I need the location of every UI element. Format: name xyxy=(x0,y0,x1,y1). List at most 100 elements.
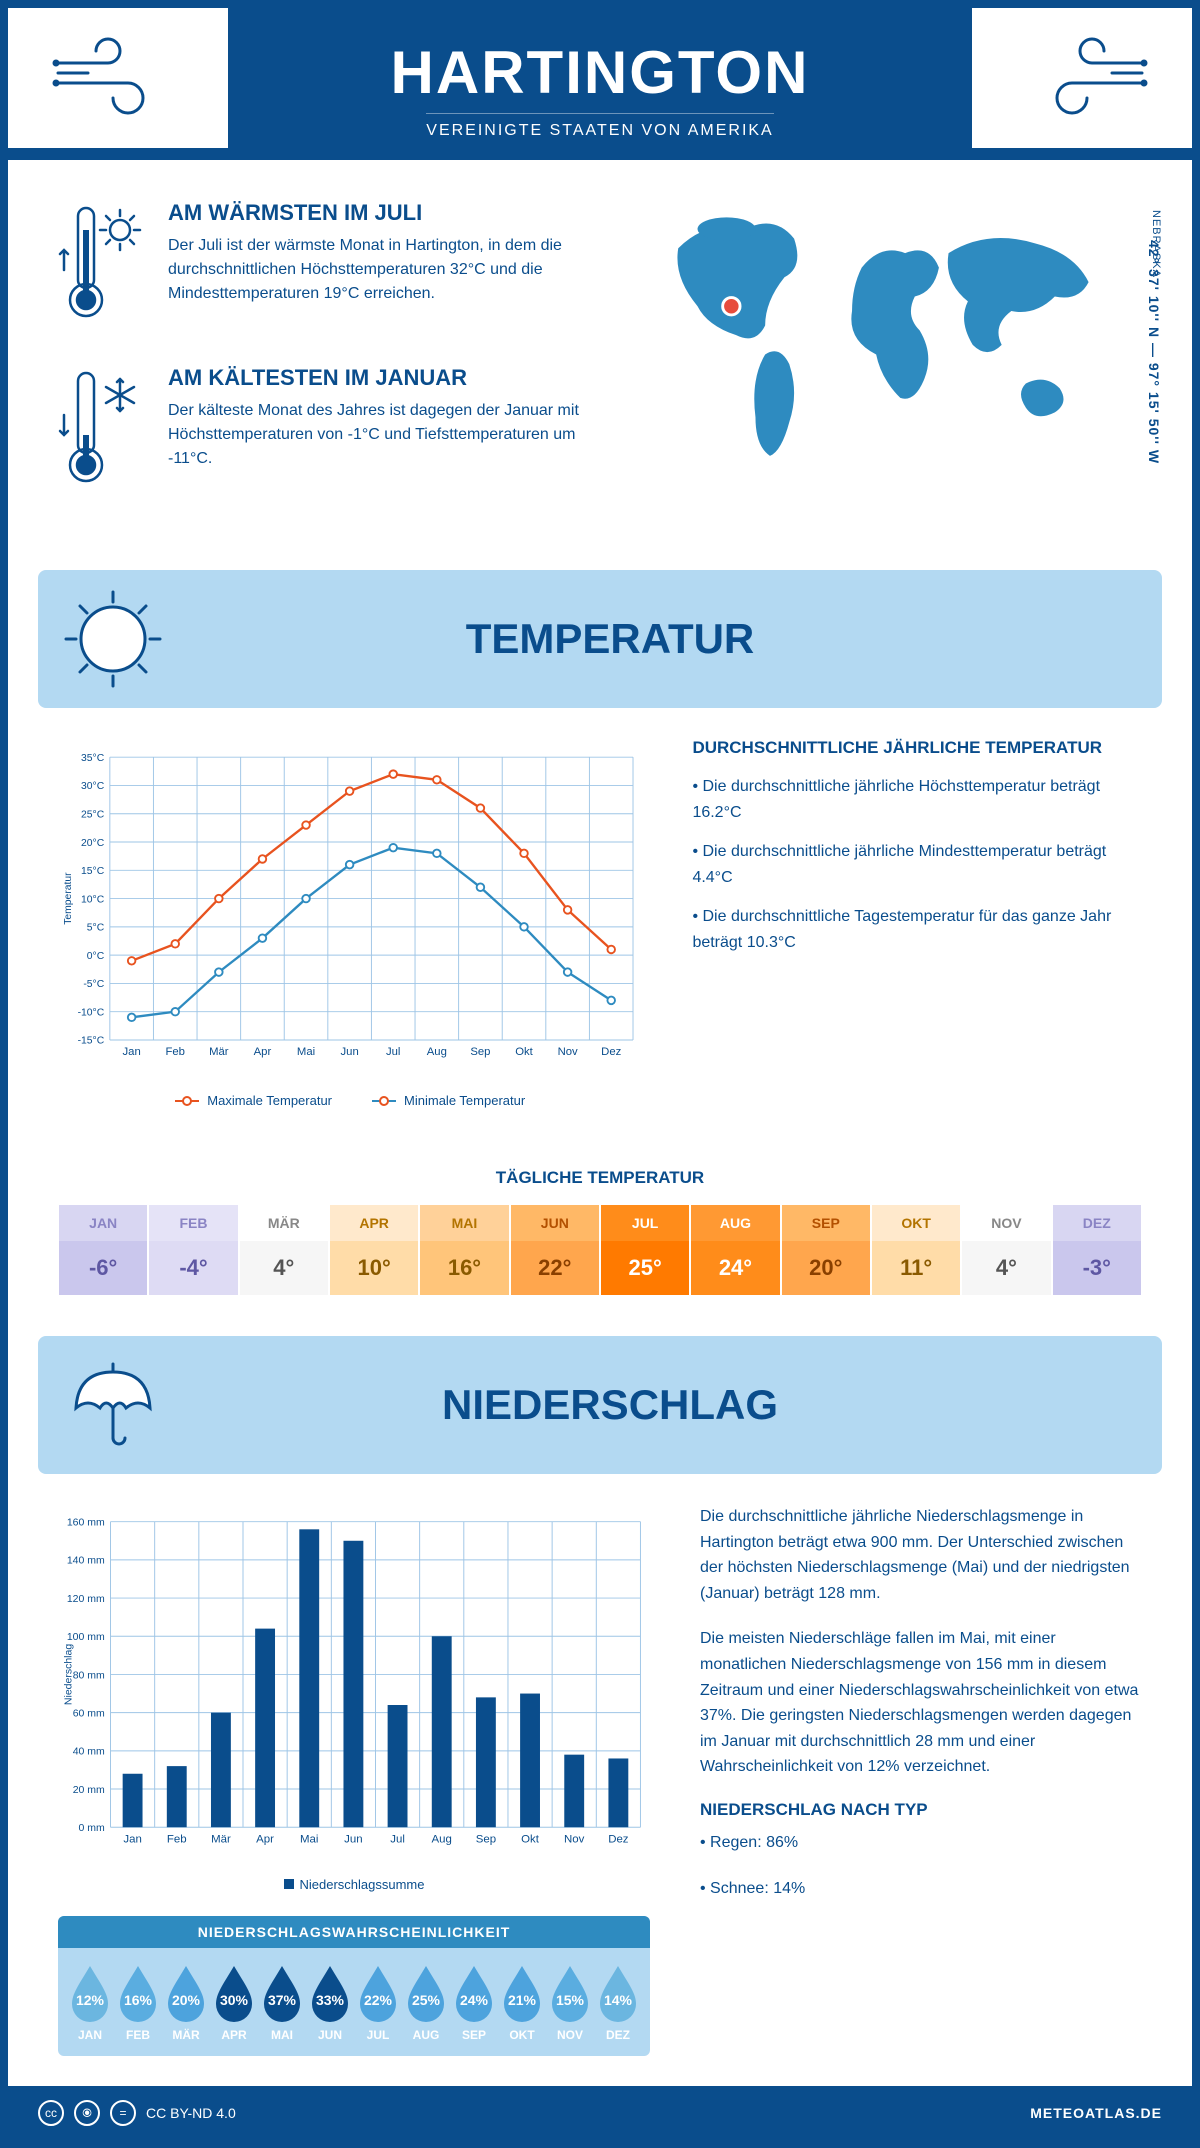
svg-text:Jan: Jan xyxy=(123,1046,141,1058)
precip-heading: NIEDERSCHLAG xyxy=(198,1381,1132,1429)
prob-drop: 22% JUL xyxy=(354,1962,402,2042)
wind-icon-right xyxy=(1012,28,1152,128)
daily-temp-title: TÄGLICHE TEMPERATUR xyxy=(8,1168,1192,1188)
svg-text:Jun: Jun xyxy=(344,1834,362,1846)
precip-bar-chart: 0 mm 20 mm 40 mm 60 mm 80 mm 100 mm 120 mm 140 … xyxy=(58,1504,650,1864)
prob-drop: 33% JUN xyxy=(306,1962,354,2042)
svg-text:Okt: Okt xyxy=(515,1046,533,1058)
precip-banner: NIEDERSCHLAG xyxy=(38,1336,1162,1474)
temperature-heading: TEMPERATUR xyxy=(198,615,1132,663)
precip-bytype-title: NIEDERSCHLAG NACH TYP xyxy=(700,1800,1142,1820)
prob-drop: 24% SEP xyxy=(450,1962,498,2042)
prob-drop: 30% APR xyxy=(210,1962,258,2042)
temperature-banner: TEMPERATUR xyxy=(38,570,1162,708)
svg-text:160 mm: 160 mm xyxy=(67,1516,105,1528)
temperature-text: DURCHSCHNITTLICHE JÄHRLICHE TEMPERATUR •… xyxy=(692,738,1142,1108)
svg-text:Nov: Nov xyxy=(558,1046,578,1058)
thermometer-cold-icon xyxy=(58,365,148,500)
footer: cc 🞊 = CC BY-ND 4.0 METEOATLAS.DE xyxy=(8,2086,1192,2140)
svg-text:100 mm: 100 mm xyxy=(67,1631,105,1643)
temp-bullet-0: • Die durchschnittliche jährliche Höchst… xyxy=(692,774,1142,825)
daily-cell: JUL 25° xyxy=(600,1204,690,1296)
umbrella-icon xyxy=(58,1350,168,1460)
svg-text:0°C: 0°C xyxy=(87,951,105,962)
prob-drop: 15% NOV xyxy=(546,1962,594,2042)
daily-temp-grid: JAN -6° FEB -4° MÄR 4° APR 10° MAI 16° J… xyxy=(58,1204,1142,1296)
location-marker xyxy=(723,298,740,315)
header: HARTINGTON VEREINIGTE STAATEN VON AMERIK… xyxy=(8,8,1192,160)
svg-text:5°C: 5°C xyxy=(87,923,105,934)
thermometer-hot-icon xyxy=(58,200,148,335)
coldest-text: Der kälteste Monat des Jahres ist dagege… xyxy=(168,399,580,471)
page-subtitle: VEREINIGTE STAATEN VON AMERIKA xyxy=(426,113,773,140)
temperature-text-title: DURCHSCHNITTLICHE JÄHRLICHE TEMPERATUR xyxy=(692,738,1142,758)
precip-text: Die durchschnittliche jährliche Niedersc… xyxy=(700,1504,1142,2056)
svg-text:-15°C: -15°C xyxy=(78,1036,105,1047)
svg-text:Niederschlag: Niederschlag xyxy=(62,1644,74,1705)
sun-icon xyxy=(58,584,168,694)
svg-text:-5°C: -5°C xyxy=(83,979,104,990)
svg-text:Dez: Dez xyxy=(601,1046,621,1058)
svg-text:Mai: Mai xyxy=(300,1834,318,1846)
svg-text:30°C: 30°C xyxy=(81,781,105,792)
license-text: CC BY-ND 4.0 xyxy=(146,2105,236,2121)
svg-text:140 mm: 140 mm xyxy=(67,1555,105,1567)
intro-section: AM WÄRMSTEN IM JULI Der Juli ist der wär… xyxy=(8,160,1192,560)
svg-text:Jul: Jul xyxy=(390,1834,405,1846)
svg-text:10°C: 10°C xyxy=(81,894,105,905)
daily-cell: OKT 11° xyxy=(871,1204,961,1296)
wind-icon-left xyxy=(48,28,188,128)
prob-drop: 16% FEB xyxy=(114,1962,162,2042)
svg-text:Mai: Mai xyxy=(297,1046,315,1058)
daily-cell: MAI 16° xyxy=(419,1204,509,1296)
prob-title: NIEDERSCHLAGSWAHRSCHEINLICHKEIT xyxy=(58,1916,650,1948)
bar-chart-legend: Niederschlagssumme xyxy=(58,1877,650,1892)
prob-drop: 37% MAI xyxy=(258,1962,306,2042)
svg-text:Feb: Feb xyxy=(166,1046,185,1058)
temp-bullet-1: • Die durchschnittliche jährliche Mindes… xyxy=(692,839,1142,890)
svg-text:Jan: Jan xyxy=(123,1834,141,1846)
svg-text:120 mm: 120 mm xyxy=(67,1593,105,1605)
prob-drop: 25% AUG xyxy=(402,1962,450,2042)
temperature-chart: -15°C -10°C -5°C 0°C 5°C 10°C 15°C 20°C 25°C 30°C… xyxy=(58,738,642,1108)
hottest-text: Der Juli ist der wärmste Monat in Hartin… xyxy=(168,234,580,306)
precip-bytype-1: • Schnee: 14% xyxy=(700,1876,1142,1902)
daily-cell: NOV 4° xyxy=(961,1204,1051,1296)
svg-text:-10°C: -10°C xyxy=(78,1007,105,1018)
svg-text:20°C: 20°C xyxy=(81,838,105,849)
svg-text:Sep: Sep xyxy=(470,1046,490,1058)
precip-text-1: Die durchschnittliche jährliche Niedersc… xyxy=(700,1504,1142,1606)
daily-cell: MÄR 4° xyxy=(239,1204,329,1296)
site-name: METEOATLAS.DE xyxy=(1030,2105,1162,2121)
daily-cell: SEP 20° xyxy=(781,1204,871,1296)
by-icon: 🞊 xyxy=(74,2100,100,2126)
svg-text:15°C: 15°C xyxy=(81,866,105,877)
svg-text:Aug: Aug xyxy=(432,1834,452,1846)
svg-text:35°C: 35°C xyxy=(81,753,105,764)
hottest-title: AM WÄRMSTEN IM JULI xyxy=(168,200,580,226)
license-block: cc 🞊 = CC BY-ND 4.0 xyxy=(38,2100,236,2126)
svg-text:Dez: Dez xyxy=(608,1834,629,1846)
svg-text:60 mm: 60 mm xyxy=(73,1707,105,1719)
precip-text-2: Die meisten Niederschläge fallen im Mai,… xyxy=(700,1626,1142,1780)
coordinates: 42° 37' 10'' N — 97° 15' 50'' W xyxy=(1146,240,1162,464)
svg-text:Mär: Mär xyxy=(211,1834,231,1846)
legend-max: Maximale Temperatur xyxy=(207,1093,332,1108)
prob-drop: 20% MÄR xyxy=(162,1962,210,2042)
svg-text:Jun: Jun xyxy=(341,1046,359,1058)
svg-text:Sep: Sep xyxy=(476,1834,496,1846)
svg-text:20 mm: 20 mm xyxy=(73,1784,105,1796)
svg-text:40 mm: 40 mm xyxy=(73,1746,105,1758)
hottest-block: AM WÄRMSTEN IM JULI Der Juli ist der wär… xyxy=(58,200,580,335)
world-map xyxy=(620,200,1142,480)
svg-text:Aug: Aug xyxy=(427,1046,447,1058)
svg-text:25°C: 25°C xyxy=(81,810,105,821)
precip-probability-box: NIEDERSCHLAGSWAHRSCHEINLICHKEIT 12% JAN … xyxy=(58,1916,650,2056)
svg-text:80 mm: 80 mm xyxy=(73,1669,105,1681)
daily-cell: JAN -6° xyxy=(58,1204,148,1296)
svg-text:Temperatur: Temperatur xyxy=(63,872,74,925)
cc-icon: cc xyxy=(38,2100,64,2126)
coldest-title: AM KÄLTESTEN IM JANUAR xyxy=(168,365,580,391)
daily-cell: FEB -4° xyxy=(148,1204,238,1296)
svg-text:0 mm: 0 mm xyxy=(79,1822,106,1834)
